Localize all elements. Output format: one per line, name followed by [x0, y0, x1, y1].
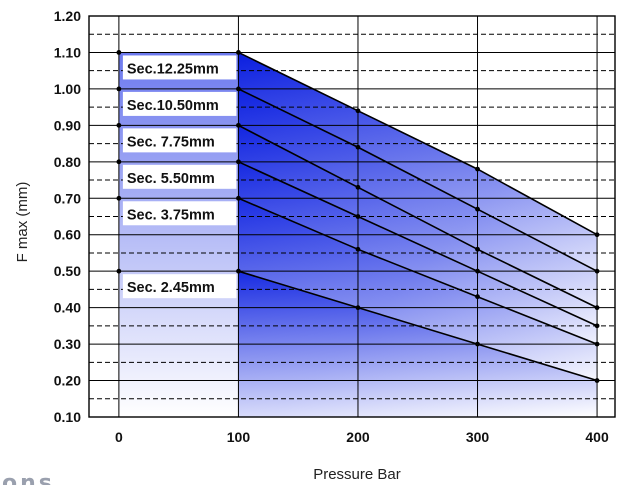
data-point	[116, 122, 122, 128]
data-point	[594, 232, 600, 238]
series-label: Sec.12.25mm	[127, 61, 219, 77]
y-tick-label: 0.50	[54, 263, 81, 279]
data-point	[355, 214, 361, 219]
y-tick-label: 0.80	[54, 154, 81, 170]
data-point	[475, 246, 480, 252]
data-point	[475, 294, 480, 300]
plot-frame	[88, 15, 616, 418]
series-label: Sec. 7.75mm	[127, 134, 215, 150]
series-label-box	[122, 201, 237, 226]
data-point	[594, 305, 600, 311]
data-point	[355, 108, 361, 114]
data-point	[594, 323, 600, 329]
series-label: Sec.10.50mm	[127, 98, 219, 114]
data-point	[236, 195, 241, 201]
data-point	[236, 86, 241, 92]
series-line	[238, 161, 598, 327]
y-tick-label: 0.70	[54, 190, 81, 206]
series-line	[238, 197, 598, 345]
band-fill	[238, 125, 598, 326]
series-line	[238, 51, 598, 236]
y-axis-title: F max (mm)	[14, 182, 31, 263]
y-tick-label: 0.90	[54, 117, 81, 133]
y-tick-label: 0.40	[54, 300, 81, 316]
y-tick-label: 0.20	[54, 373, 81, 389]
data-point	[116, 50, 122, 55]
series-label: Sec. 5.50mm	[127, 171, 215, 187]
series-label-box	[122, 128, 237, 153]
data-point	[116, 86, 122, 92]
axes: 0.10 0.20 0.30 0.40 0.50 0.60 0.70 0.80 0.90 1.00…	[54, 8, 616, 445]
series-label-box	[122, 274, 237, 299]
series-label-box	[122, 164, 237, 189]
series-labels: Sec.12.25mm Sec.10.50mm Sec. 7.75mm Sec. 5.…	[122, 55, 237, 299]
x-tick-label: 100	[227, 429, 251, 445]
data-point	[355, 305, 361, 311]
y-tick-label: 0.30	[54, 336, 81, 352]
series-label: Sec. 2.45mm	[127, 280, 215, 296]
data-point	[355, 184, 361, 190]
data-point	[355, 144, 361, 150]
series-label: Sec. 3.75mm	[127, 207, 215, 223]
series-line	[238, 88, 598, 272]
series-lines	[116, 50, 600, 383]
data-point	[236, 268, 241, 274]
data-point	[116, 195, 122, 201]
partial-heading-text: ons	[2, 471, 55, 485]
series-line	[238, 124, 598, 309]
data-point	[475, 268, 480, 274]
y-tick-label: 0.60	[54, 227, 81, 243]
data-point	[594, 341, 600, 347]
y-tick-label: 1.00	[54, 81, 81, 97]
data-point	[116, 159, 122, 165]
series-line	[238, 270, 598, 382]
data-point	[475, 166, 480, 172]
x-tick-label: 400	[585, 429, 609, 445]
data-point	[355, 246, 361, 252]
data-point	[594, 268, 600, 274]
data-point	[594, 378, 600, 383]
data-point	[475, 341, 480, 347]
y-tick-label: 1.20	[54, 8, 81, 24]
data-point	[236, 50, 241, 55]
data-point	[236, 122, 241, 128]
y-tick-label: 0.10	[54, 409, 81, 425]
data-point	[116, 268, 122, 274]
series-label-box	[122, 55, 237, 80]
x-axis-title: Pressure Bar	[313, 466, 401, 483]
data-point	[236, 159, 241, 165]
x-tick-label: 200	[346, 429, 370, 445]
x-tick-label: 0	[115, 429, 123, 445]
data-point	[475, 206, 480, 212]
y-tick-label: 1.10	[54, 44, 81, 60]
x-tick-label: 300	[466, 429, 490, 445]
series-label-box	[122, 91, 237, 116]
